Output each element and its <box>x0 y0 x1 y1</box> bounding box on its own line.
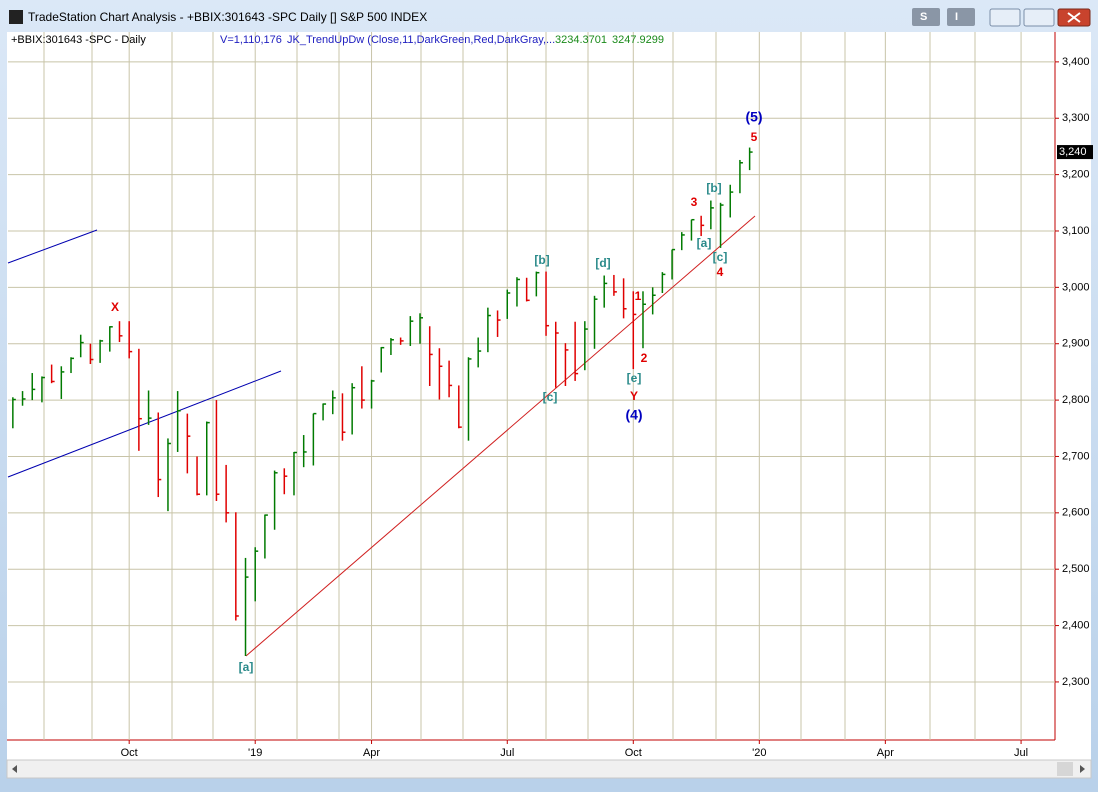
wave-label: [d] <box>595 256 610 270</box>
y-tick-label: 3,200 <box>1062 169 1090 181</box>
y-tick-label: 3,400 <box>1062 56 1090 68</box>
x-tick-label: '20 <box>752 747 766 759</box>
indicator-label: JK_TrendUpDw (Close,11,DarkGreen,Red,Dar… <box>287 34 555 46</box>
price-bars <box>12 147 753 657</box>
wave-label: 2 <box>641 351 648 365</box>
y-tick-label: 3,000 <box>1062 281 1090 293</box>
insert-button[interactable] <box>947 8 975 26</box>
y-tick-label: 2,300 <box>1062 676 1090 688</box>
x-tick-label: Apr <box>363 747 380 759</box>
wave-label: [b] <box>706 181 721 195</box>
x-tick-label: '19 <box>248 747 262 759</box>
y-tick-label: 3,300 <box>1062 112 1090 124</box>
style-button-label: S <box>920 11 927 23</box>
y-tick-label: 2,900 <box>1062 338 1090 350</box>
wave-label: 5 <box>751 130 758 144</box>
last-price-box <box>1057 145 1093 160</box>
wave-label: 1 <box>635 289 642 303</box>
y-tick-label: 2,800 <box>1062 394 1090 406</box>
wave-label: [b] <box>534 253 549 267</box>
close-icon <box>1067 12 1081 23</box>
trend-line <box>7 370 282 478</box>
trend-line <box>7 229 98 264</box>
volume-label: V=1,110,176 <box>220 34 282 46</box>
wave-label: X <box>111 300 119 314</box>
chart-area <box>7 32 1091 760</box>
scroll-left[interactable] <box>12 765 17 773</box>
y-tick-label: 3,100 <box>1062 225 1090 237</box>
scroll-right[interactable] <box>1080 765 1085 773</box>
wave-label: Y <box>630 389 638 403</box>
x-tick-label: Jul <box>1014 747 1028 759</box>
y-tick-label: 2,500 <box>1062 563 1090 575</box>
wave-label: (4) <box>625 407 642 423</box>
wave-label: [a] <box>697 236 712 250</box>
x-tick-label: Oct <box>121 747 138 759</box>
minimize-button[interactable] <box>989 8 1021 27</box>
x-tick-label: Jul <box>500 747 514 759</box>
y-tick-label: 2,700 <box>1062 450 1090 462</box>
wave-label: [c] <box>713 250 728 264</box>
trend-line <box>245 215 756 657</box>
wave-label: [a] <box>239 660 254 674</box>
wave-label: 4 <box>717 265 724 279</box>
last-price-label: 3,240 <box>1059 146 1087 158</box>
y-tick-label: 2,400 <box>1062 619 1090 631</box>
grid <box>8 32 1055 740</box>
wave-label: 3 <box>691 195 698 209</box>
wave-label: (5) <box>745 109 762 125</box>
window-title: TradeStation Chart Analysis - +BBIX:3016… <box>28 10 427 24</box>
wave-label: [c] <box>543 390 558 404</box>
maximize-button[interactable] <box>1023 8 1055 27</box>
insert-button-label: I <box>955 11 958 23</box>
scroll-thumb[interactable] <box>1057 762 1073 776</box>
indicator-value: 3234.3701 <box>555 34 607 46</box>
scrollbar[interactable] <box>6 759 1092 779</box>
indicator-value: 3247.9299 <box>612 34 664 46</box>
x-tick-label: Apr <box>877 747 894 759</box>
wave-label: [e] <box>627 371 642 385</box>
x-tick-label: Oct <box>625 747 642 759</box>
symbol-label: +BBIX:301643 -SPC - Daily <box>11 34 146 46</box>
style-button[interactable] <box>912 8 940 26</box>
y-tick-label: 2,600 <box>1062 507 1090 519</box>
app-icon <box>9 10 23 24</box>
